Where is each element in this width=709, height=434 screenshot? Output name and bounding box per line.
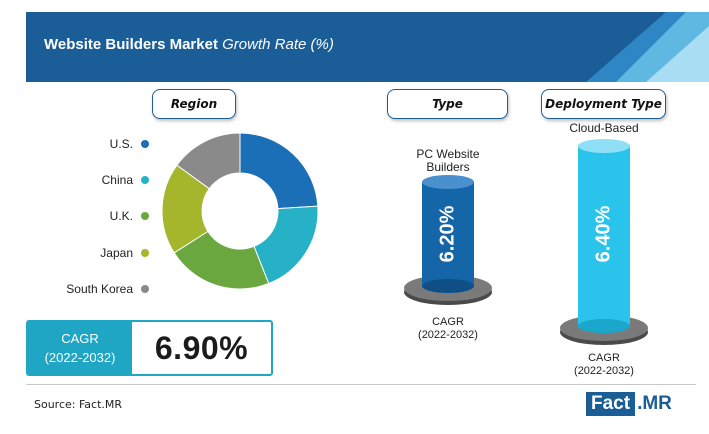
legend-label-china: China	[101, 173, 133, 187]
factmr-logo: Fact .MR	[586, 392, 672, 416]
logo-part-b: .MR	[637, 393, 672, 414]
region-donut-chart	[161, 132, 319, 290]
deployment-heading: Deployment Type	[541, 89, 666, 119]
cloud-cagr-caption: CAGR (2022-2032)	[556, 352, 652, 378]
legend-uk: U.K.	[110, 209, 149, 223]
legend-label-south-korea: South Korea	[66, 282, 133, 296]
footer-divider	[26, 384, 696, 385]
pc-cylinder-body	[422, 182, 474, 286]
pc-cylinder: 6.20%	[404, 175, 492, 305]
source-text: Source: Fact.MR	[34, 398, 123, 411]
slice-us	[239, 132, 319, 210]
legend-dot-uk	[141, 212, 149, 220]
cloud-cagr-label: CAGR	[588, 352, 620, 364]
pc-category-text: PC Website Builders	[416, 147, 480, 174]
cloud-cagr-period: (2022-2032)	[574, 365, 634, 377]
legend-dot-us	[141, 140, 149, 148]
legend-dot-japan	[141, 249, 149, 257]
region-heading: Region	[152, 89, 236, 119]
type-heading: Type	[387, 89, 508, 119]
pc-cagr-label: CAGR	[432, 316, 464, 328]
legend-dot-china	[141, 176, 149, 184]
legend-south-korea: South Korea	[66, 282, 149, 296]
cloud-cylinder-body	[578, 146, 630, 326]
cagr-period: (2022-2032)	[44, 350, 116, 365]
cagr-box: CAGR (2022-2032) 6.90%	[26, 320, 273, 376]
legend-china: China	[102, 173, 149, 187]
legend-us: U.S.	[110, 137, 149, 151]
pc-category-label: PC Website Builders	[400, 148, 496, 174]
pc-cagr-caption: CAGR (2022-2032)	[400, 316, 496, 342]
cloud-cylinder: 6.40%	[560, 139, 648, 345]
legend-dot-south-korea	[141, 285, 149, 293]
title-sub: Growth Rate (%)	[222, 36, 334, 53]
cagr-value: 6.90%	[154, 329, 249, 366]
legend-label-uk: U.K.	[109, 209, 133, 223]
pc-cagr-period: (2022-2032)	[418, 329, 478, 341]
page-title: Website Builders Market Growth Rate (%)	[44, 36, 334, 53]
logo-part-a: Fact	[586, 392, 636, 416]
cagr-caption: CAGR (2022-2032)	[28, 322, 132, 374]
pc-value-label: 6.20%	[436, 205, 458, 262]
cloud-category-label: Cloud-Based	[569, 121, 639, 135]
slice-south-korea	[176, 132, 241, 190]
legend-label-japan: Japan	[100, 246, 133, 260]
cloud-value-label: 6.40%	[592, 205, 614, 262]
legend-japan: Japan	[100, 246, 149, 260]
header-banner	[26, 12, 709, 82]
legend-label-us: U.S.	[109, 137, 133, 151]
title-main: Website Builders Market	[44, 36, 218, 53]
cagr-label: CAGR	[61, 331, 99, 346]
